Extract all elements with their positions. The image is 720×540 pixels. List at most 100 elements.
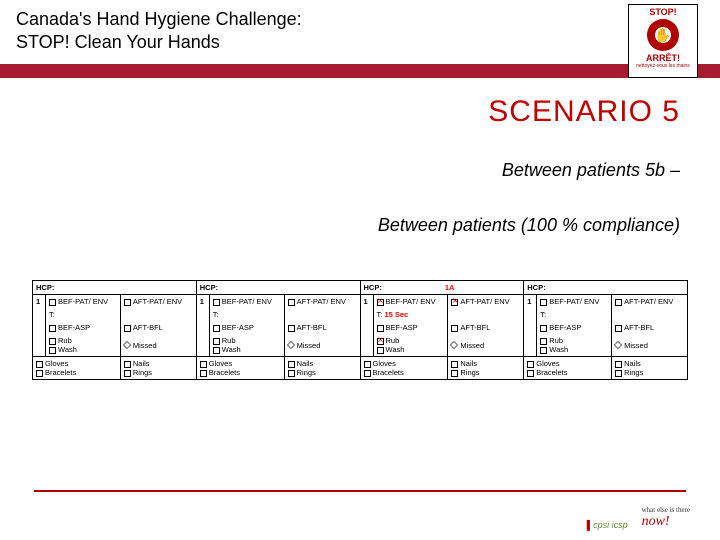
- rub-wash: Rub Wash: [46, 334, 121, 356]
- hcp-label: HCP:: [524, 281, 605, 294]
- row-number: 1: [361, 295, 374, 308]
- hcp-label: HCP:: [197, 281, 278, 294]
- nails-rings: Nails Rings: [612, 357, 687, 379]
- checkbox-rings[interactable]: [615, 370, 622, 377]
- checkbox-aft-pat[interactable]: [451, 299, 458, 306]
- t-label: T: 15 Sec: [374, 308, 449, 321]
- checkbox-rub[interactable]: [49, 338, 56, 345]
- gloves-bracelets: Gloves Bracelets: [361, 357, 449, 379]
- rub-wash: Rub Wash: [537, 334, 612, 356]
- checkbox-bef-pat[interactable]: [540, 299, 547, 306]
- gloves-bracelets: Gloves Bracelets: [33, 357, 121, 379]
- missed: Missed: [121, 334, 196, 356]
- form-panel: HCP: 1 BEF-PAT/ ENV AFT-PAT/ ENV T: BEF-…: [196, 281, 360, 379]
- checkbox-gloves[interactable]: [200, 361, 207, 368]
- t-label: T:: [537, 308, 612, 321]
- cpsi-logo: ▌cpsi icsp: [587, 520, 628, 530]
- form-panel: HCP: 1 BEF-PAT/ ENV AFT-PAT/ ENV T: BEF-…: [32, 281, 196, 379]
- diamond-icon: [450, 341, 458, 349]
- missed: Missed: [285, 334, 360, 356]
- bef-pat-env: BEF-PAT/ ENV: [374, 295, 449, 308]
- observation-form: HCP: 1 BEF-PAT/ ENV AFT-PAT/ ENV T: BEF-…: [32, 280, 688, 380]
- nails-rings: Nails Rings: [121, 357, 196, 379]
- checkbox-rings[interactable]: [451, 370, 458, 377]
- checkbox-nails[interactable]: [288, 361, 295, 368]
- header-title-line1: Canada's Hand Hygiene Challenge:: [16, 9, 302, 29]
- checkbox-rub[interactable]: [377, 338, 384, 345]
- checkbox-gloves[interactable]: [527, 361, 534, 368]
- checkbox-bracelets[interactable]: [364, 370, 371, 377]
- checkbox-bef-pat[interactable]: [377, 299, 384, 306]
- bef-pat-env: BEF-PAT/ ENV: [46, 295, 121, 308]
- checkbox-aft-bfl[interactable]: [288, 325, 295, 332]
- checkbox-nails[interactable]: [124, 361, 131, 368]
- aft-pat-env: AFT-PAT/ ENV: [448, 295, 523, 308]
- scenario-subtitle-2: Between patients (100 % compliance): [378, 215, 680, 236]
- form-panel: HCP: 1 BEF-PAT/ ENV AFT-PAT/ ENV T: BEF-…: [523, 281, 688, 379]
- checkbox-bef-pat[interactable]: [49, 299, 56, 306]
- bef-pat-env: BEF-PAT/ ENV: [537, 295, 612, 308]
- checkbox-wash[interactable]: [540, 347, 547, 354]
- checkbox-bracelets[interactable]: [200, 370, 207, 377]
- bef-asp: BEF-ASP: [374, 321, 449, 334]
- header-title: Canada's Hand Hygiene Challenge: STOP! C…: [16, 8, 302, 55]
- header-red-bar: [0, 64, 720, 78]
- checkbox-bracelets[interactable]: [36, 370, 43, 377]
- checkbox-bef-pat[interactable]: [213, 299, 220, 306]
- stop-badge: STOP! ✋ ARRÊT! nettoyez-vous les mains: [628, 4, 698, 78]
- checkbox-aft-pat[interactable]: [615, 299, 622, 306]
- diamond-icon: [123, 341, 131, 349]
- checkbox-wash[interactable]: [377, 347, 384, 354]
- checkbox-rings[interactable]: [124, 370, 131, 377]
- hcp-label: HCP:: [361, 281, 442, 294]
- checkbox-bef-asp[interactable]: [377, 325, 384, 332]
- checkbox-bracelets[interactable]: [527, 370, 534, 377]
- checkbox-aft-pat[interactable]: [124, 299, 131, 306]
- checkbox-aft-pat[interactable]: [288, 299, 295, 306]
- checkbox-wash[interactable]: [213, 347, 220, 354]
- now-logo: what else is there now!: [642, 506, 690, 530]
- aft-bfl: AFT-BFL: [285, 321, 360, 334]
- checkbox-rings[interactable]: [288, 370, 295, 377]
- hcp-value: 1A: [442, 281, 523, 294]
- aft-pat-env: AFT-PAT/ ENV: [121, 295, 196, 308]
- row-number: 1: [33, 295, 46, 308]
- diamond-icon: [614, 341, 622, 349]
- aft-bfl: AFT-BFL: [612, 321, 687, 334]
- checkbox-gloves[interactable]: [364, 361, 371, 368]
- bef-pat-env: BEF-PAT/ ENV: [210, 295, 285, 308]
- checkbox-nails[interactable]: [615, 361, 622, 368]
- gloves-bracelets: Gloves Bracelets: [524, 357, 612, 379]
- footer-divider: [34, 490, 686, 492]
- checkbox-bef-asp[interactable]: [49, 325, 56, 332]
- rub-wash: Rub Wash: [374, 334, 449, 356]
- hcp-label: HCP:: [33, 281, 114, 294]
- badge-sub: nettoyez-vous les mains: [636, 63, 690, 69]
- footer-logos: ▌cpsi icsp what else is there now!: [587, 506, 690, 530]
- aft-pat-env: AFT-PAT/ ENV: [285, 295, 360, 308]
- checkbox-aft-bfl[interactable]: [615, 325, 622, 332]
- checkbox-aft-bfl[interactable]: [451, 325, 458, 332]
- checkbox-nails[interactable]: [451, 361, 458, 368]
- checkbox-wash[interactable]: [49, 347, 56, 354]
- missed: Missed: [612, 334, 687, 356]
- hcp-value: [114, 281, 195, 294]
- aft-bfl: AFT-BFL: [121, 321, 196, 334]
- checkbox-gloves[interactable]: [36, 361, 43, 368]
- checkbox-rub[interactable]: [213, 338, 220, 345]
- hand-icon: ✋: [647, 19, 679, 51]
- bef-asp: BEF-ASP: [210, 321, 285, 334]
- diamond-icon: [286, 341, 294, 349]
- t-label: T:: [210, 308, 285, 321]
- checkbox-bef-asp[interactable]: [213, 325, 220, 332]
- checkbox-aft-bfl[interactable]: [124, 325, 131, 332]
- bef-asp: BEF-ASP: [537, 321, 612, 334]
- aft-pat-env: AFT-PAT/ ENV: [612, 295, 687, 308]
- missed: Missed: [448, 334, 523, 356]
- rub-wash: Rub Wash: [210, 334, 285, 356]
- badge-stop: STOP!: [649, 7, 676, 17]
- checkbox-rub[interactable]: [540, 338, 547, 345]
- nails-rings: Nails Rings: [285, 357, 360, 379]
- checkbox-bef-asp[interactable]: [540, 325, 547, 332]
- aft-bfl: AFT-BFL: [448, 321, 523, 334]
